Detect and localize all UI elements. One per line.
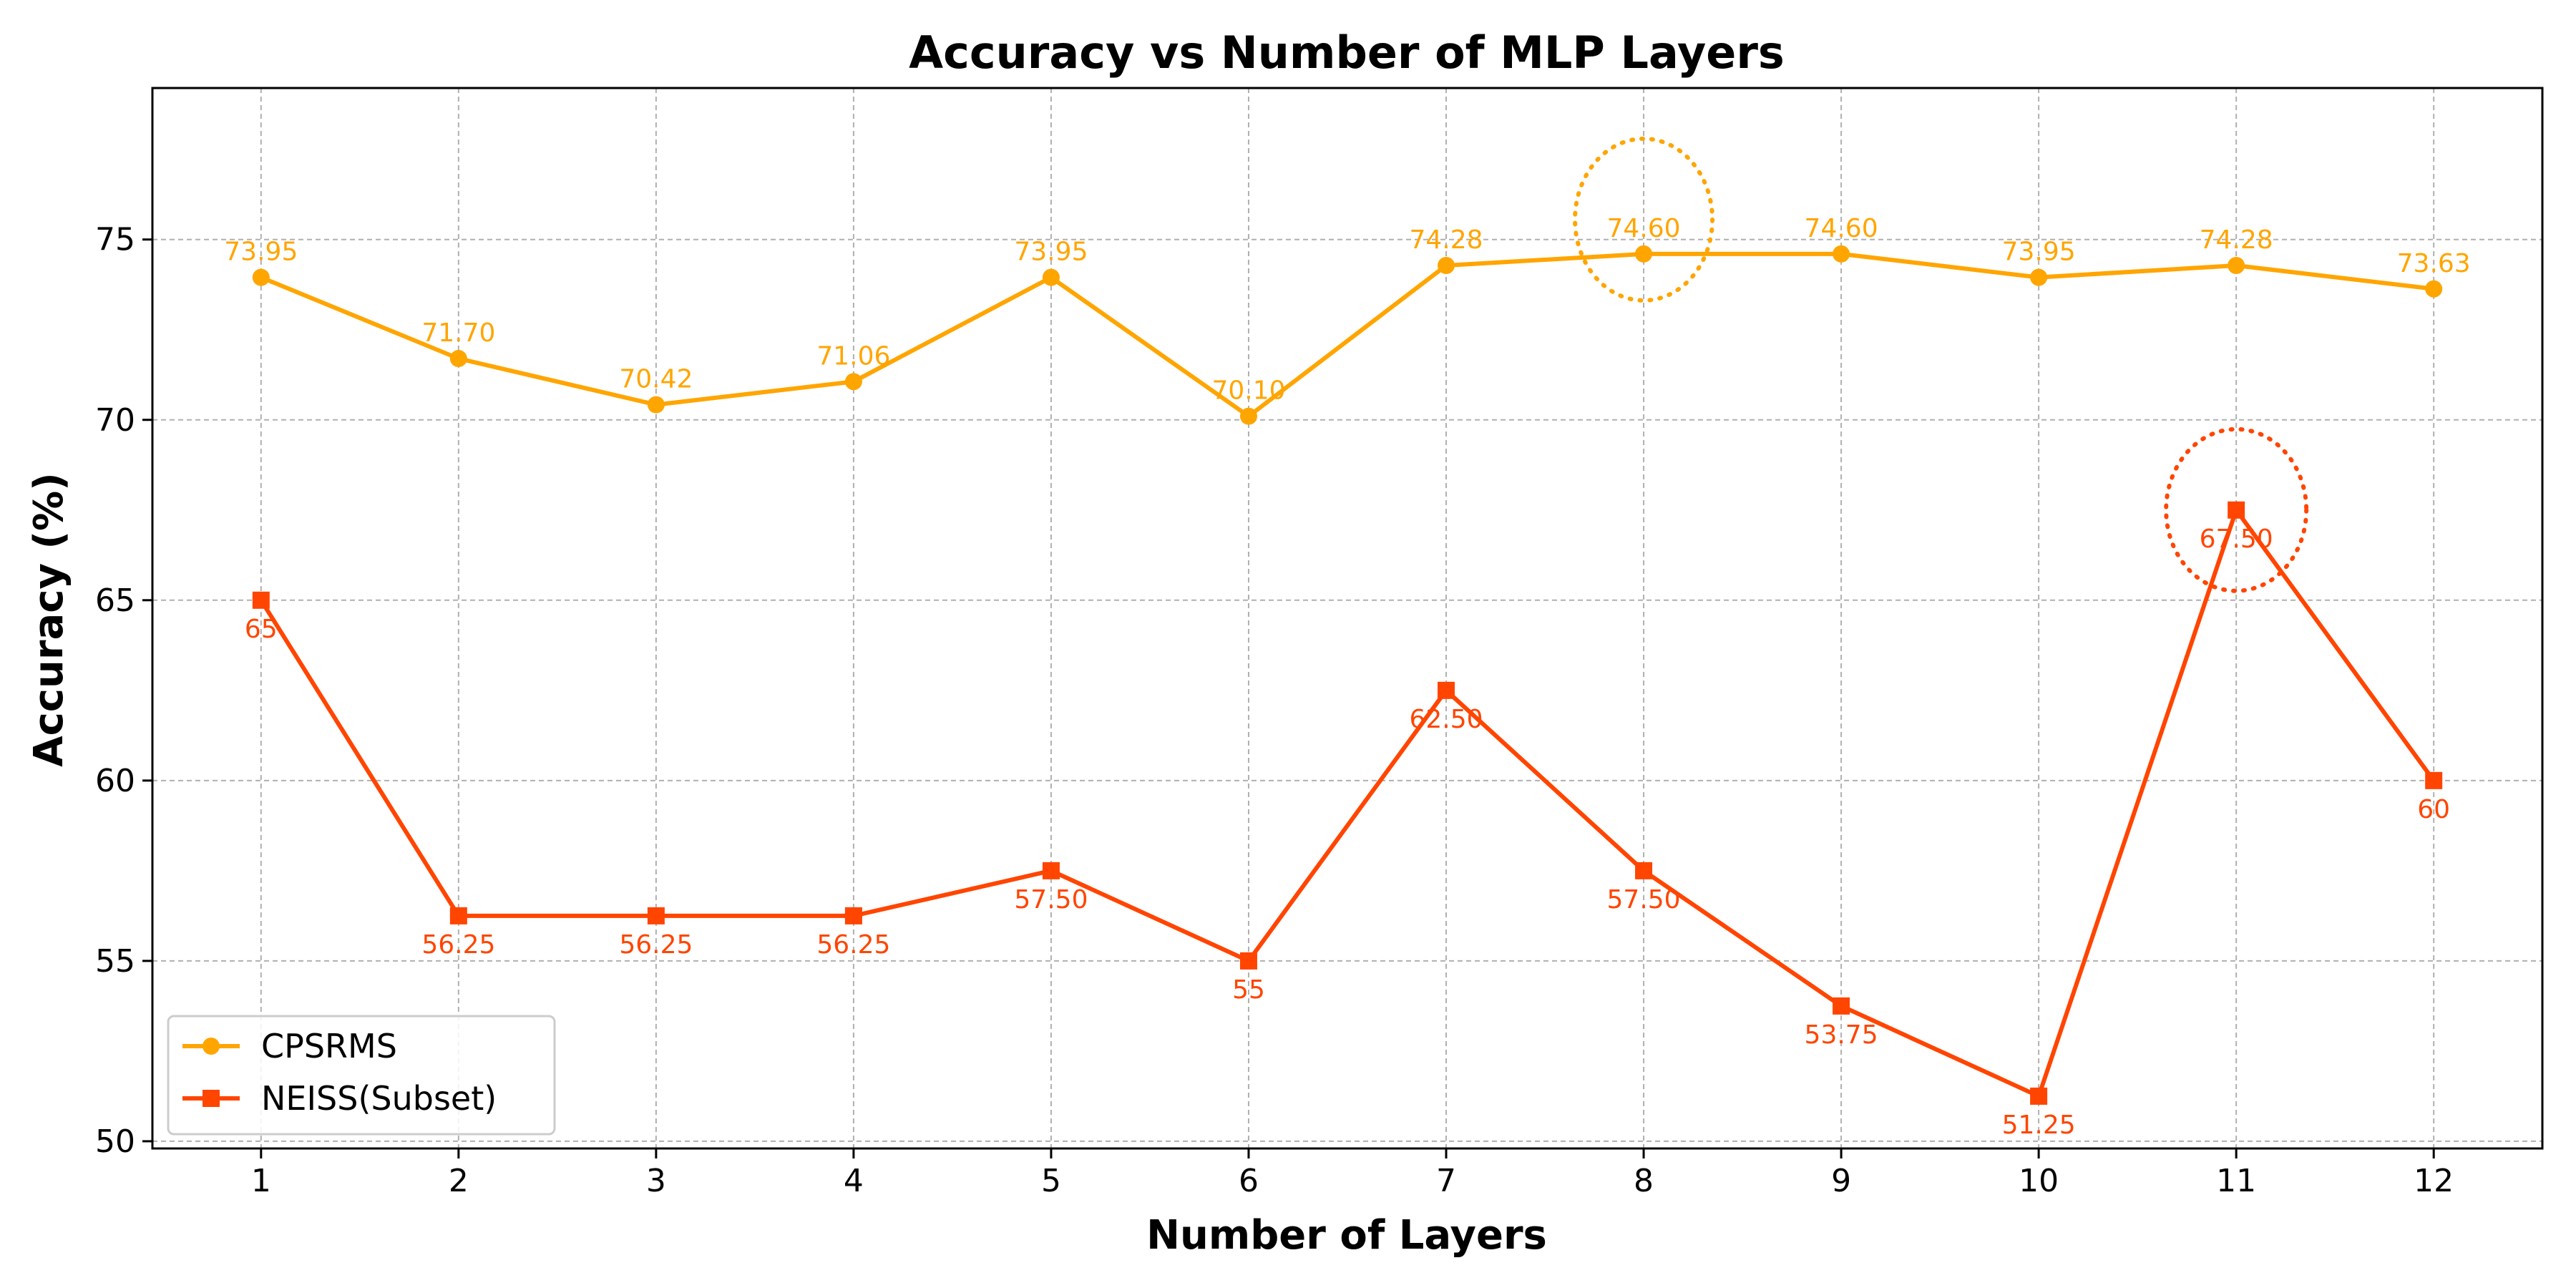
neiss-subset-data-label: 56.25 — [816, 930, 890, 960]
x-tick-label: 5 — [1041, 1163, 1061, 1199]
cpsrms-point — [1042, 268, 1060, 286]
neiss-subset-data-label: 67.50 — [2200, 525, 2273, 554]
cpsrms-data-label: 73.95 — [2002, 238, 2076, 267]
x-tick-label: 6 — [1239, 1163, 1259, 1199]
x-tick-label: 2 — [449, 1163, 469, 1199]
x-tick-label: 8 — [1634, 1163, 1654, 1199]
neiss-subset-data-label: 62.50 — [1409, 705, 1483, 734]
neiss-subset-point — [1635, 862, 1653, 879]
x-tick-label: 1 — [251, 1163, 271, 1199]
cpsrms-data-label: 70.10 — [1211, 376, 1285, 406]
cpsrms-data-label: 70.42 — [619, 365, 693, 394]
neiss-subset-data-label: 57.50 — [1014, 885, 1088, 914]
neiss-subset-point — [1042, 862, 1060, 879]
neiss-subset-data-label: 60 — [2417, 795, 2450, 824]
cpsrms-point — [844, 373, 862, 391]
plot-frame — [151, 87, 2544, 1150]
cpsrms-data-label: 71.06 — [816, 341, 890, 371]
y-tick-label: 50 — [95, 1123, 135, 1160]
cpsrms-highlight-circle — [1573, 136, 1715, 303]
legend-box — [167, 1015, 556, 1136]
cpsrms-point — [252, 268, 270, 286]
cpsrms-point — [2425, 280, 2443, 298]
neiss-subset-point — [1239, 952, 1257, 970]
neiss-subset-point — [2425, 771, 2443, 789]
cpsrms-point — [2228, 257, 2245, 275]
neiss-subset-point — [252, 591, 270, 609]
cpsrms-data-label: 74.60 — [1805, 214, 1878, 243]
cpsrms-data-label: 73.95 — [1014, 238, 1088, 267]
x-tick-label: 11 — [2216, 1163, 2256, 1199]
legend: CPSRMS NEISS(Subset) — [167, 1015, 556, 1136]
x-axis-label: Number of Layers — [1146, 1212, 1547, 1259]
cpsrms-data-label: 71.70 — [421, 318, 495, 348]
series-layer — [252, 136, 2443, 1105]
y-tick-label: 60 — [95, 763, 135, 799]
cpsrms-point — [647, 396, 665, 414]
neiss-subset-line — [259, 507, 2436, 1098]
y-tick-label: 65 — [95, 582, 135, 619]
cpsrms-data-label: 74.28 — [2200, 225, 2273, 255]
x-tick-label: 10 — [2019, 1163, 2059, 1199]
cpsrms-point — [2030, 268, 2048, 286]
neiss-subset-data-label: 56.25 — [421, 930, 495, 960]
cpsrms-data-label: 73.63 — [2397, 249, 2471, 278]
neiss-subset-point — [449, 907, 467, 924]
cpsrms-data-label: 74.60 — [1607, 214, 1681, 243]
neiss-subset-data-label: 55 — [1232, 975, 1265, 1005]
cpsrms-point — [1635, 245, 1653, 263]
neiss-subset-data-label: 51.25 — [2002, 1111, 2076, 1140]
y-tick-label: 70 — [95, 402, 135, 439]
cpsrms-line — [260, 251, 2434, 419]
cpsrms-point — [1438, 257, 1455, 275]
legend-cpsrms-label: CPSRMS — [261, 1027, 397, 1065]
neiss-subset-point — [844, 907, 862, 924]
neiss-subset-point — [2228, 501, 2245, 519]
neiss-subset-data-label: 57.50 — [1607, 885, 1681, 914]
neiss-subset-data-label: 53.75 — [1805, 1020, 1878, 1050]
neiss-subset-data-label: 56.25 — [619, 930, 693, 960]
neiss-subset-data-label: 65 — [245, 615, 278, 644]
neiss-subset-point — [1438, 681, 1455, 699]
cpsrms-point — [1833, 245, 1850, 263]
x-tick-label: 12 — [2414, 1163, 2454, 1199]
legend-neiss-subset-label: NEISS(Subset) — [261, 1079, 497, 1118]
legend-neiss-subset-marker — [203, 1090, 220, 1107]
neiss-subset-point — [2030, 1087, 2048, 1105]
cpsrms-point — [449, 350, 467, 368]
neiss-subset-point — [647, 907, 665, 924]
x-tick-label: 3 — [646, 1163, 666, 1199]
legend-cpsrms-marker — [203, 1038, 220, 1055]
x-tick-label: 4 — [844, 1163, 864, 1199]
x-tick-label: 9 — [1831, 1163, 1851, 1199]
y-axis-label: Accuracy (%) — [26, 472, 72, 767]
chart-title: Accuracy vs Number of MLP Layers — [909, 26, 1785, 79]
data-labels: 73.95 71.70 70.42 71.06 73.95 70.10 74.28 74.60… — [224, 214, 2470, 1140]
y-tick-label: 55 — [95, 943, 135, 980]
y-tick-label: 75 — [95, 222, 135, 258]
x-tick-label: 7 — [1436, 1163, 1456, 1199]
neiss-subset-highlight-circle — [2164, 426, 2309, 593]
cpsrms-data-label: 74.28 — [1409, 225, 1483, 255]
cpsrms-point — [1239, 407, 1257, 425]
neiss-subset-point — [1833, 997, 1850, 1015]
cpsrms-data-label: 73.95 — [224, 238, 298, 267]
